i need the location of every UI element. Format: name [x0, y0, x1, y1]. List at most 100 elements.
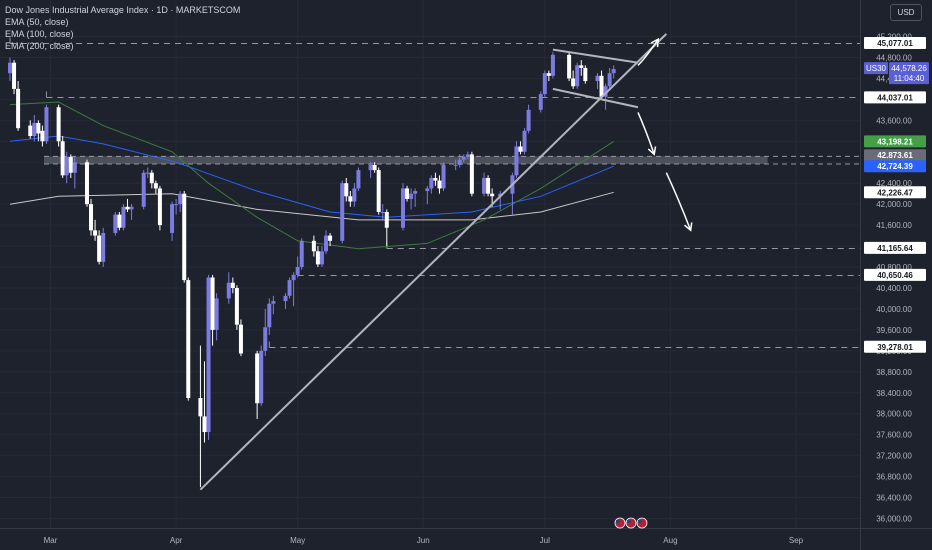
candle-body	[352, 188, 357, 202]
price-tick-label: 37,600.00	[876, 431, 912, 440]
candle-body	[599, 75, 604, 97]
candle	[575, 62, 580, 89]
candle-body	[186, 280, 191, 398]
candle-body	[226, 282, 231, 299]
candle-body	[36, 122, 41, 134]
candle	[401, 183, 405, 231]
arrow-head	[650, 37, 660, 48]
candle-body	[514, 146, 519, 176]
candle-body	[518, 146, 523, 152]
candle-body	[437, 180, 442, 189]
candle-body	[149, 172, 154, 184]
candle	[603, 83, 608, 110]
candle	[271, 295, 276, 315]
event-markers	[614, 517, 648, 529]
ema-200-legend[interactable]: EMA (200, close)	[5, 41, 74, 51]
candle	[93, 219, 98, 241]
candle	[384, 209, 389, 247]
candle-body	[469, 154, 474, 194]
candle	[234, 285, 239, 330]
event-flag-icon[interactable]	[614, 517, 626, 529]
candle-body	[433, 177, 438, 181]
ema-100-legend[interactable]: EMA (100, close)	[5, 29, 74, 39]
ema-100-price-label-bg	[864, 160, 926, 173]
price-tick-label: 37,200.00	[876, 452, 912, 461]
candle	[263, 308, 268, 357]
candle-body	[482, 177, 487, 194]
flag-canton	[616, 520, 620, 523]
candle	[182, 191, 187, 283]
current-price-label: 44,578.26	[891, 64, 927, 73]
candle	[425, 185, 430, 205]
candle-body	[490, 193, 495, 197]
candle	[259, 345, 264, 406]
candle	[153, 180, 158, 194]
candle	[117, 212, 122, 231]
ema-lines	[9, 101, 614, 250]
time-tick-label: Jun	[417, 536, 430, 545]
candle-body	[72, 162, 77, 173]
candle	[340, 180, 345, 244]
level-price-label: 40,650.46	[877, 271, 913, 280]
candle-body	[324, 235, 329, 252]
candle-body	[101, 232, 106, 262]
projection-arrow	[637, 38, 659, 66]
level-price-label: 44,037.01	[877, 93, 913, 102]
candle	[380, 204, 385, 220]
candle	[611, 65, 616, 79]
candle-body	[44, 107, 49, 142]
candle-body	[8, 62, 12, 74]
channel-upper-line	[552, 48, 639, 64]
zone-band	[44, 156, 768, 165]
candle-body	[40, 130, 45, 142]
candle-body	[238, 324, 243, 354]
candle	[145, 167, 150, 178]
candle-body	[571, 78, 576, 87]
candle-body	[348, 196, 353, 202]
ema-50-legend[interactable]: EMA (50, close)	[5, 17, 69, 27]
candle-body	[255, 353, 260, 404]
candle	[178, 191, 183, 213]
price-tick-label: 38,000.00	[876, 410, 912, 419]
price-tick-label: 43,600.00	[876, 116, 912, 125]
price-tick-label: 38,800.00	[876, 368, 912, 377]
candle-body	[16, 88, 21, 129]
candle	[315, 246, 320, 268]
candle	[311, 235, 316, 257]
price-tick-label: 42,000.00	[876, 200, 912, 209]
candle	[546, 70, 551, 82]
candle	[149, 170, 154, 189]
candle	[113, 212, 118, 236]
currency-button[interactable]: USD	[890, 4, 922, 21]
ema-200-price-label: 42,226.47	[877, 188, 913, 197]
candle	[405, 185, 410, 202]
candle	[538, 91, 543, 113]
candle	[101, 227, 106, 268]
level-price-label-bg	[864, 340, 926, 353]
candle-body	[311, 240, 316, 252]
price-tick-label: 40,800.00	[876, 263, 912, 272]
ema-100-price-label: 42,724.39	[877, 162, 913, 171]
event-flag-icon[interactable]	[636, 517, 648, 529]
candle-body	[267, 303, 272, 328]
candle-body	[141, 172, 146, 207]
chart-legend: Dow Jones Industrial Average Index · 1D …	[5, 4, 240, 52]
candle-body	[579, 65, 584, 68]
event-flag-icon[interactable]	[625, 517, 637, 529]
candle-body	[28, 125, 33, 137]
candle	[376, 167, 381, 215]
candle-body	[259, 350, 264, 404]
candle-body	[113, 214, 118, 233]
projection-arrow	[637, 112, 655, 155]
candle-body	[486, 177, 491, 194]
candle	[526, 104, 531, 134]
candle-body	[202, 416, 207, 433]
candle-body	[174, 204, 179, 206]
symbol-title: Dow Jones Industrial Average Index · 1D …	[5, 5, 241, 15]
candle-body	[97, 235, 102, 262]
time-tick-label: Aug	[663, 536, 677, 545]
candle	[291, 272, 296, 307]
time-tick-label: Apr	[170, 536, 183, 545]
candle	[595, 73, 600, 89]
